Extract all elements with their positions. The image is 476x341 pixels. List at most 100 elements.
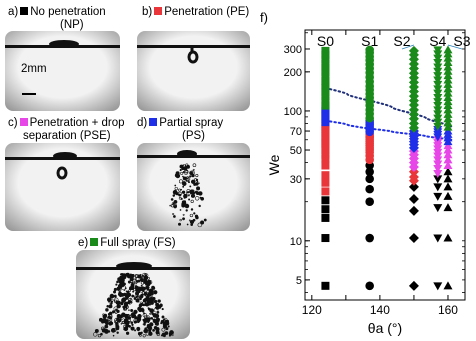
spray-droplet [199, 196, 202, 199]
spray-droplet [127, 316, 132, 320]
spray-droplet [142, 298, 147, 303]
spray-droplet [139, 298, 142, 301]
spray-droplet [192, 168, 195, 171]
data-point [365, 233, 374, 243]
spray-droplet [147, 321, 150, 324]
spray-droplet [116, 303, 121, 309]
spray-droplet [161, 327, 166, 332]
data-point [365, 281, 374, 291]
spray-droplet [189, 175, 192, 178]
data-point [321, 96, 330, 105]
spray-droplet [161, 308, 164, 311]
spray-droplet [181, 202, 186, 207]
legend-swatch-pse [19, 118, 28, 126]
spray-droplet [119, 275, 123, 280]
spray-droplet [118, 314, 123, 319]
spray-droplet [107, 330, 111, 333]
photo-no-penetration [5, 31, 120, 111]
data-point [443, 66, 453, 75]
spray-droplet [108, 304, 113, 309]
spray-droplet [130, 282, 135, 287]
spray-droplet [179, 169, 182, 172]
data-point [433, 89, 443, 98]
spray-droplet [137, 331, 142, 336]
data-point [408, 193, 419, 204]
spray-droplet [161, 315, 165, 319]
spray-droplet [186, 177, 191, 181]
spray-droplet [181, 190, 186, 194]
spray-droplet [142, 334, 146, 338]
data-point [433, 76, 443, 85]
spray-droplet [137, 306, 142, 312]
spray-droplet [137, 291, 143, 297]
spray-droplet [130, 326, 135, 331]
data-point [321, 161, 330, 170]
spray-droplet [123, 327, 126, 331]
spray-droplet [128, 289, 132, 292]
spray-droplet [155, 328, 158, 331]
spray-droplet [198, 191, 203, 196]
spray-droplet [146, 298, 152, 303]
x-tick-label: 160 [438, 303, 458, 317]
spray-droplet [124, 287, 127, 290]
spray-droplet [184, 169, 189, 174]
spray-droplet [118, 279, 123, 284]
spray-droplet [173, 203, 178, 208]
regime-threshold-line-1 [324, 87, 453, 128]
spray-droplet [142, 303, 145, 306]
spray-droplet [174, 184, 177, 187]
surface-label-s0: S0 [317, 33, 334, 49]
spray-droplet [123, 307, 127, 311]
spray-droplet [188, 198, 191, 201]
data-point [433, 67, 443, 76]
panel-d-label: Partial spray [159, 117, 224, 129]
spray-droplet [120, 285, 123, 288]
spray-droplet [137, 313, 142, 319]
spray-droplet [100, 332, 103, 336]
spray-droplet [196, 186, 201, 191]
spray-droplet [123, 282, 126, 285]
spray-droplet [136, 327, 139, 331]
data-point [321, 77, 330, 86]
y-tick-label: 200 [284, 67, 302, 79]
panel-d-label2: (PS) [182, 130, 205, 142]
data-point [433, 122, 443, 131]
spray-droplet [197, 222, 203, 228]
spray-droplet [129, 286, 133, 290]
plot-frame [304, 29, 466, 301]
panel-c-caption: c) Penetration + drop [8, 117, 125, 130]
regime-threshold-line-2 [324, 119, 453, 141]
spray-droplet [136, 295, 139, 298]
spray-droplet [102, 318, 107, 323]
spray-droplet [195, 178, 199, 182]
data-point [365, 184, 374, 194]
spray-droplet [97, 333, 102, 338]
spray-droplet [187, 181, 191, 184]
spray-droplet [134, 329, 137, 332]
data-point [433, 110, 443, 119]
spray-droplet [143, 320, 147, 324]
spray-droplet [143, 273, 149, 279]
data-point [443, 191, 453, 200]
spray-droplet [142, 323, 145, 326]
spray-droplet [113, 299, 118, 303]
data-point [443, 71, 453, 80]
data-point [433, 192, 443, 201]
data-point [321, 59, 330, 68]
spray-droplet [152, 329, 155, 332]
spray-droplet [146, 315, 150, 319]
spray-droplet [108, 320, 111, 323]
legend-swatch-ps [149, 118, 158, 126]
data-point [321, 46, 330, 55]
data-point [321, 234, 330, 243]
photo-partial-spray [137, 143, 250, 231]
spray-droplet [190, 223, 194, 226]
we-vs-contact-angle-chart: 5 10 30 50 70 100 200 300 120 140 160 We θa (°) f) S0 S… [260, 10, 471, 336]
spray-droplet [127, 320, 130, 323]
spray-droplet [178, 222, 182, 226]
data-point [443, 84, 453, 93]
spray-droplet [140, 284, 143, 287]
spray-droplet [179, 218, 182, 222]
y-axis-label: We [266, 154, 282, 175]
spray-droplet [94, 328, 99, 333]
